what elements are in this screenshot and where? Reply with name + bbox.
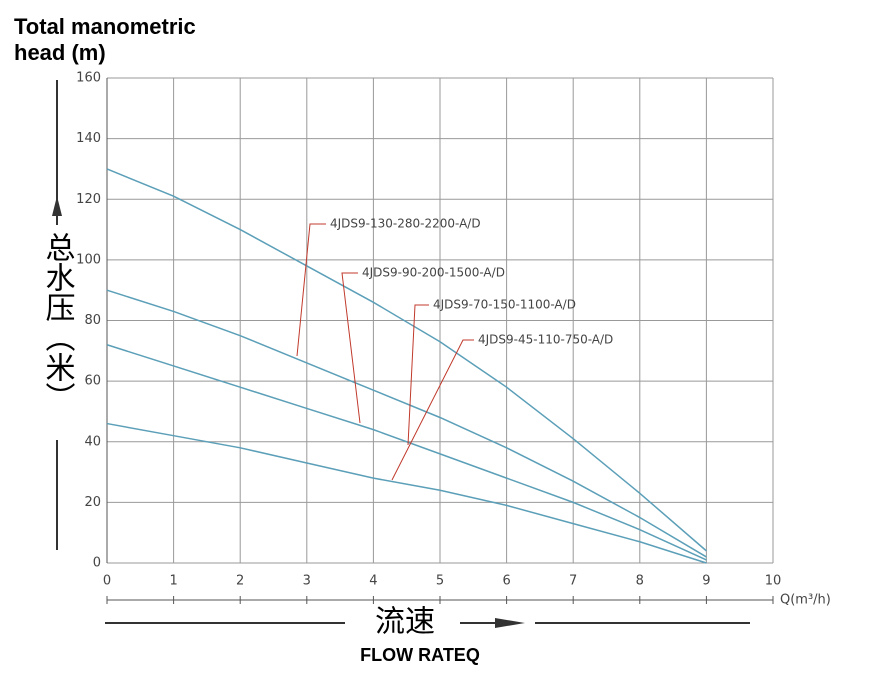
y-tick-label: 60 [84,374,101,389]
series-line [106,422,707,564]
series-line [106,289,707,558]
x-tick-label: 9 [702,574,710,589]
leader-line [296,223,326,357]
x-axis-label-en: FLOW RATEQ [360,645,480,665]
x-tick-label: 1 [169,574,177,589]
title-line: head (m) [14,40,106,65]
y-tick-label: 40 [84,434,101,449]
chart-title: Total manometric head (m) [14,14,196,65]
y-tick-label: 80 [84,313,101,328]
y-axis-label: 总水压（米） [40,232,76,412]
x-axis-label: 流速 [375,605,435,640]
x-tick-label: 7 [569,574,577,589]
x-tick-label: 4 [369,574,377,589]
x-tick-label: 0 [103,574,111,589]
series-line [106,344,707,561]
series-label: 4JDS9-70-150-1100-A/D [433,298,576,312]
x-tick-label: 10 [765,574,782,589]
x-tick-label: 2 [236,574,244,589]
y-tick-label: 100 [76,252,101,267]
y-tick-label: 140 [76,131,101,146]
y-tick-label: 160 [76,71,101,86]
x-tick-label: 3 [303,574,311,589]
leader-line [341,272,361,424]
leader-line [407,304,429,446]
x-tick-label: 8 [636,574,644,589]
title-line: Total manometric [14,14,196,39]
series-label: 4JDS9-45-110-750-A/D [478,333,613,347]
x-tick-label: 5 [436,574,444,589]
leader-line [391,339,474,481]
y-label-bg [40,225,74,440]
y-tick-label: 20 [84,495,101,510]
y-arrowhead [52,196,62,216]
x-arrowhead [495,618,525,628]
series-line [106,168,707,552]
x-unit-label: Q(m³/h) [780,593,831,608]
x-tick-label: 6 [502,574,510,589]
y-tick-label: 0 [93,556,101,571]
series-label: 4JDS9-90-200-1500-A/D [362,266,505,280]
series-label: 4JDS9-130-280-2200-A/D [330,217,481,231]
y-tick-label: 120 [76,192,101,207]
